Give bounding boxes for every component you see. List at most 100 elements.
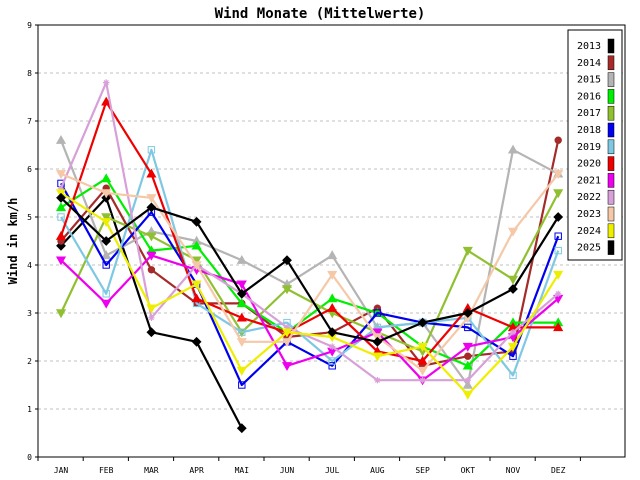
data-point [327,327,338,338]
data-point [191,336,202,347]
legend-swatch [607,122,615,138]
series-2021 [55,251,564,386]
legend-label: 2017 [577,108,601,119]
data-point [417,366,428,376]
x-axis: JAN FEB MAR APR MAI JUN JUL AUG SEP OKT NOV DEZ [37,457,581,475]
x-tick-label: MAI [235,466,250,475]
y-axis-label: Wind in km/h [6,198,20,285]
legend-label: 2014 [577,58,601,69]
data-point [509,352,517,360]
data-point [146,194,157,204]
legend-label: 2015 [577,75,601,86]
data-point [327,270,338,280]
legend-label: 2016 [577,91,601,102]
data-point [462,246,473,256]
data-point [464,377,471,384]
legend-swatch [607,173,615,188]
x-tick-label: JUL [325,466,340,475]
data-point [191,261,202,271]
series-line [60,254,559,382]
data-point [103,79,110,86]
data-point [102,290,110,298]
legend-swatch [607,189,615,205]
legend-swatch [607,156,615,171]
data-point [101,218,112,228]
data-point [462,379,473,389]
data-point [554,232,562,240]
legend-swatch [607,223,615,239]
data-point [281,328,293,338]
y-tick-label: 2 [27,357,32,366]
data-point [508,284,518,294]
data-point [555,290,562,297]
data-point [373,309,382,317]
data-point [509,371,517,380]
x-tick-label: FEB [99,466,114,475]
data-point [236,280,247,290]
data-point [283,324,291,331]
series-layer [55,79,564,434]
data-point [191,240,202,250]
data-point [328,362,336,370]
data-point [553,270,564,280]
series-line [59,81,559,382]
legend-label: 2025 [577,243,601,254]
data-point [281,285,293,295]
data-point [507,275,519,285]
data-point [101,299,112,309]
data-point [328,357,336,365]
y-tick-label: 7 [27,117,32,126]
data-point [329,343,336,350]
data-point [148,314,155,321]
series-line [60,192,560,353]
data-point [101,173,112,183]
data-point [374,377,381,384]
legend-swatch [607,38,615,54]
data-point [553,170,564,180]
data-point [147,266,156,274]
data-point [102,261,110,269]
x-tick-label: JUN [280,466,295,475]
data-point [146,327,157,338]
data-point [282,255,292,266]
y-tick-label: 1 [27,405,32,414]
legend-swatch [607,206,615,222]
data-point [507,227,519,237]
data-point [554,136,562,144]
data-point [238,381,246,389]
legend-swatch [607,72,615,87]
data-point [101,236,112,246]
series-line [60,177,559,367]
x-tick-label: AUG [370,466,385,475]
y-tick-label: 8 [27,69,32,78]
data-point [419,377,426,384]
data-point [191,293,202,303]
y-tick-label: 6 [27,165,32,174]
legend-label: 2020 [577,159,601,170]
x-tick-label: MAR [144,466,159,475]
data-point [236,312,247,322]
series-2025 [56,192,564,347]
data-point [327,302,338,312]
data-point [372,336,383,347]
data-point [462,390,473,400]
legend-label: 2018 [577,125,601,136]
y-axis: 0 1 2 3 4 5 6 7 8 9 [27,21,38,462]
legend: 2013 2014 2015 2016 2017 2018 2019 2020 2021 2022… [567,29,623,261]
data-point [462,308,473,318]
data-point [464,352,472,360]
legend-label: 2022 [577,192,601,203]
data-point [191,280,202,290]
data-point [281,362,293,372]
data-point [236,366,247,376]
chart-title: Wind Monate (Mittelwerte) [215,6,426,22]
data-point [146,202,157,213]
data-point [417,355,428,365]
legend-label: 2019 [577,142,601,153]
data-point [101,96,112,106]
series-line [60,148,560,377]
data-point [236,288,247,299]
data-point [417,317,428,328]
data-point [55,202,67,212]
